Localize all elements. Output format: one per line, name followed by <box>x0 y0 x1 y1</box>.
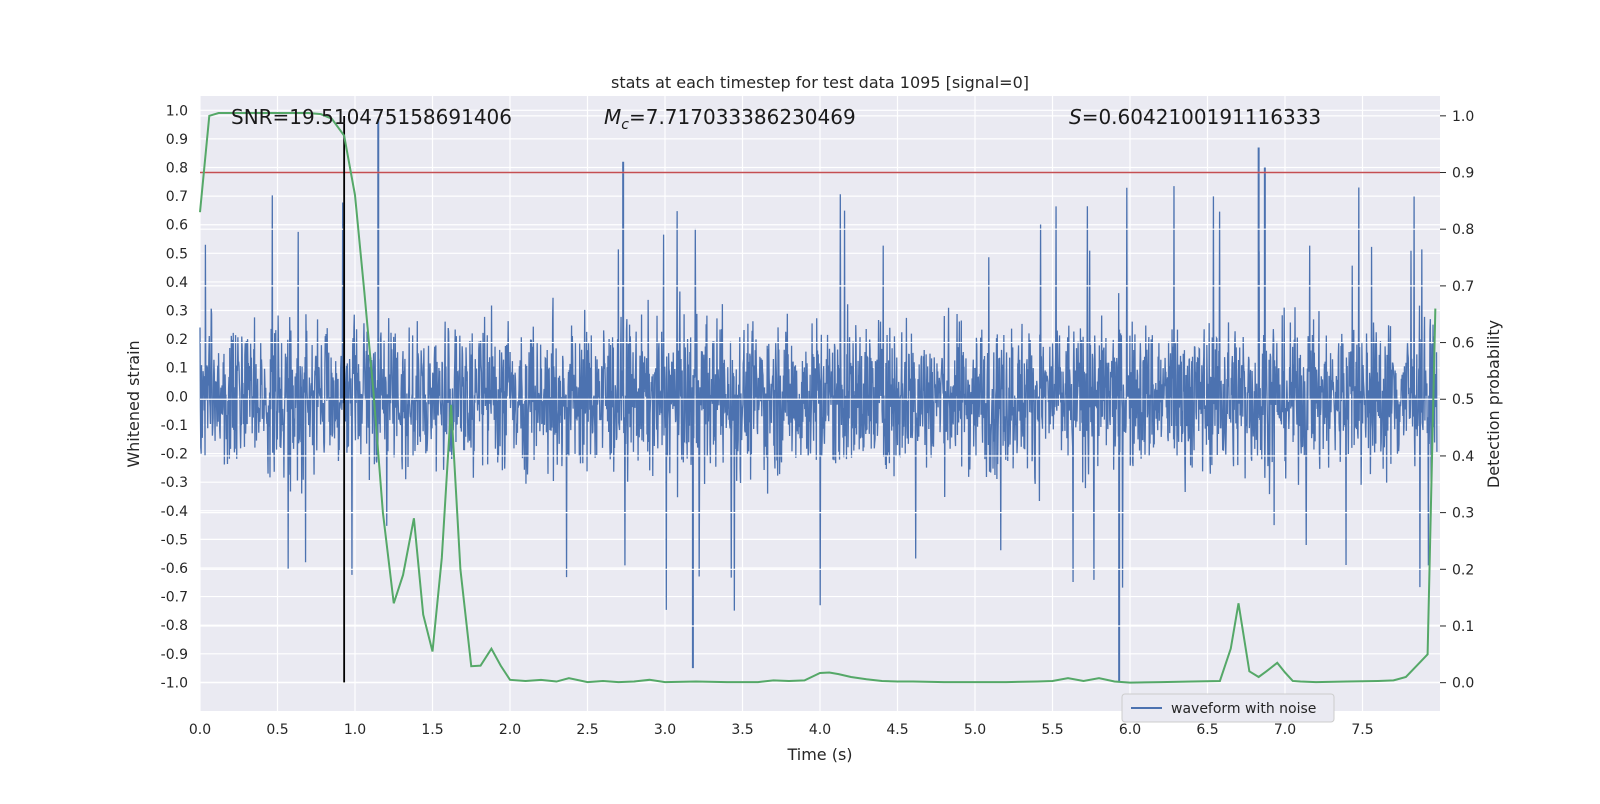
overlay-lines <box>200 116 1440 683</box>
y-tick-label: 0.6 <box>166 218 188 234</box>
y-right-tick-label: 0.5 <box>1452 392 1474 408</box>
s-value: =0.6042100191116333 <box>1082 105 1321 129</box>
y-tick-label: 0.3 <box>166 304 188 320</box>
x-tick-label: 3.5 <box>731 722 753 738</box>
y-tick-label: 0.8 <box>166 161 188 177</box>
x-axis-label: Time (s) <box>786 745 852 764</box>
y-axis-ticks: 1.0 0.9 0.8 0.7 0.6 0.5 0.4 0.3 0.2 0.1 0.0 -0.1 -0.… <box>161 103 188 691</box>
y-right-axis-label: Detection probability <box>1484 320 1503 488</box>
x-tick-label: 4.0 <box>809 722 831 738</box>
y-right-tick-label: 0.9 <box>1452 166 1474 182</box>
strain-line <box>199 186 1438 611</box>
x-tick-label: 2.5 <box>576 722 598 738</box>
grid-overlay <box>200 115 1440 684</box>
y-tick-label: -0.7 <box>161 590 188 606</box>
y-tick-label: 0.5 <box>166 246 188 262</box>
y-tick-label: -0.5 <box>161 532 188 548</box>
x-tick-label: 5.0 <box>964 722 986 738</box>
y-tick-label: -0.3 <box>161 475 188 491</box>
s-annotation: S=0.6042100191116333 <box>1069 105 1321 129</box>
x-tick-label: 0.0 <box>189 722 211 738</box>
y-right-tick-label: 0.4 <box>1452 449 1474 465</box>
y-right-tick-label: 0.6 <box>1452 336 1474 352</box>
y-tick-label: 0.4 <box>166 275 188 291</box>
x-tick-label: 1.5 <box>421 722 443 738</box>
y-right-tick-label: 0.1 <box>1452 619 1474 635</box>
y-right-tick-label: 0.7 <box>1452 279 1474 295</box>
y-tick-label: 1.0 <box>166 103 188 119</box>
chirp-mass-annotation: Mc=7.717033386230469 <box>604 105 856 133</box>
y-tick-label: -0.8 <box>161 618 188 634</box>
probability-series <box>199 112 1437 684</box>
x-tick-label: 3.0 <box>654 722 676 738</box>
y-tick-label: -0.1 <box>161 418 188 434</box>
y-right-tick-label: 0.0 <box>1452 676 1474 692</box>
x-tick-label: 4.5 <box>886 722 908 738</box>
legend: waveform with noise <box>1121 693 1335 723</box>
y-right-axis-ticks: 1.0 0.9 0.8 0.7 0.6 0.5 0.4 0.3 0.2 0.1 0.0 <box>1440 109 1474 692</box>
y-axis-label: Whitened strain <box>124 340 143 467</box>
chirp-mass-symbol: M <box>604 105 621 129</box>
y-tick-label: -0.2 <box>161 447 188 463</box>
x-tick-label: 6.5 <box>1196 722 1218 738</box>
y-tick-label: -0.6 <box>161 561 188 577</box>
x-tick-label: 6.0 <box>1119 722 1141 738</box>
x-tick-label: 0.5 <box>266 722 288 738</box>
legend-box <box>1121 693 1335 723</box>
probability-line <box>199 112 1437 684</box>
y-right-tick-label: 0.2 <box>1452 562 1474 578</box>
x-tick-label: 7.0 <box>1274 722 1296 738</box>
y-right-tick-label: 1.0 <box>1452 109 1474 125</box>
chirp-mass-value: =7.717033386230469 <box>629 105 856 129</box>
y-tick-label: -0.4 <box>161 504 188 520</box>
y-tick-label: 0.2 <box>166 332 188 348</box>
y-tick-label: -0.9 <box>161 647 188 663</box>
y-tick-label: 0.9 <box>166 132 188 148</box>
y-right-tick-label: 0.8 <box>1452 222 1474 238</box>
snr-annotation: SNR=19.510475158691406 <box>231 105 512 129</box>
chirp-mass-subscript: c <box>621 117 629 133</box>
legend-label: waveform with noise <box>1171 701 1316 717</box>
x-axis-ticks: 0.0 0.5 1.0 1.5 2.0 2.5 3.0 3.5 4.0 4.5 5.0 5.5 6.0 6… <box>189 722 1374 738</box>
x-tick-label: 2.0 <box>499 722 521 738</box>
s-symbol: S <box>1069 105 1082 129</box>
y-tick-label: -1.0 <box>161 675 188 691</box>
x-tick-label: 5.5 <box>1041 722 1063 738</box>
y-right-tick-label: 0.3 <box>1452 506 1474 522</box>
x-tick-label: 1.0 <box>344 722 366 738</box>
x-tick-label: 7.5 <box>1351 722 1373 738</box>
y-tick-label: 0.1 <box>166 361 188 377</box>
y-tick-label: 0.7 <box>166 189 188 205</box>
y-tick-label: 0.0 <box>166 389 188 405</box>
strain-series <box>199 118 1438 683</box>
chart-title: stats at each timestep for test data 109… <box>611 73 1029 92</box>
